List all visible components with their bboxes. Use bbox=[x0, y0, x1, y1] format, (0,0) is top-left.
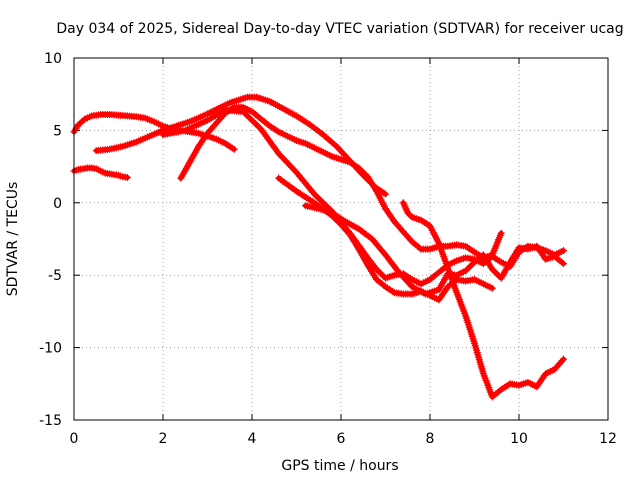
data-point bbox=[212, 119, 220, 127]
data-point bbox=[344, 229, 352, 237]
data-point bbox=[278, 153, 286, 161]
data-point bbox=[283, 158, 291, 166]
data-point bbox=[560, 355, 567, 363]
data-point bbox=[407, 212, 415, 220]
data-point bbox=[560, 260, 567, 268]
y-tick-label: 5 bbox=[53, 123, 62, 139]
series-trace bbox=[400, 200, 566, 400]
data-point bbox=[405, 235, 413, 243]
data-point bbox=[205, 128, 213, 136]
y-axis-ticks: -15 -10 -5 0 5 10 bbox=[39, 51, 608, 429]
data-point bbox=[215, 116, 223, 124]
data-point bbox=[340, 224, 348, 232]
data-point bbox=[280, 155, 288, 163]
data-point bbox=[382, 190, 389, 198]
y-axis-label: SDTVAR / TECUs bbox=[5, 182, 21, 297]
data-point bbox=[286, 162, 294, 170]
data-point bbox=[398, 226, 406, 234]
data-point bbox=[209, 123, 217, 131]
data-point bbox=[276, 151, 284, 159]
data-point bbox=[396, 224, 404, 232]
data-point bbox=[404, 233, 412, 241]
data-point bbox=[275, 150, 283, 158]
data-point bbox=[555, 360, 563, 368]
data-point bbox=[338, 222, 346, 230]
y-tick-label: -10 bbox=[39, 341, 62, 357]
x-axis-label: GPS time / hours bbox=[281, 458, 398, 474]
data-point bbox=[392, 219, 400, 227]
x-tick-label: 12 bbox=[599, 431, 617, 447]
data-point bbox=[230, 145, 238, 153]
data-point bbox=[393, 221, 401, 229]
series-arc-4 bbox=[177, 103, 505, 262]
data-point bbox=[558, 357, 566, 365]
data-point bbox=[560, 247, 567, 255]
data-point bbox=[551, 365, 559, 373]
data-point bbox=[341, 226, 349, 234]
y-tick-label: 0 bbox=[53, 196, 62, 212]
series-arc-8 bbox=[399, 199, 567, 401]
data-point bbox=[206, 126, 214, 134]
data-point bbox=[554, 362, 562, 370]
series-arc-7 bbox=[301, 202, 567, 298]
data-point bbox=[395, 223, 403, 231]
data-point bbox=[288, 163, 296, 171]
data-point bbox=[402, 231, 410, 239]
x-tick-label: 4 bbox=[248, 431, 257, 447]
data-series bbox=[70, 93, 567, 401]
y-tick-label: -5 bbox=[48, 268, 62, 284]
x-tick-label: 2 bbox=[159, 431, 168, 447]
data-point bbox=[390, 218, 398, 226]
data-point bbox=[291, 167, 299, 175]
data-point bbox=[281, 156, 289, 164]
data-point bbox=[497, 229, 505, 237]
data-point bbox=[488, 284, 496, 292]
data-point bbox=[204, 129, 211, 137]
data-point bbox=[399, 228, 407, 236]
data-point bbox=[208, 124, 216, 132]
x-tick-label: 8 bbox=[426, 431, 435, 447]
data-point bbox=[337, 221, 345, 229]
data-point bbox=[331, 141, 339, 149]
chart-title: Day 034 of 2025, Sidereal Day-to-day VTE… bbox=[56, 21, 623, 37]
data-point bbox=[79, 116, 87, 124]
x-tick-label: 6 bbox=[337, 431, 346, 447]
data-point bbox=[123, 173, 131, 181]
data-point bbox=[343, 227, 351, 235]
data-point bbox=[401, 229, 409, 237]
y-tick-label: -15 bbox=[39, 413, 62, 429]
x-tick-label: 10 bbox=[510, 431, 528, 447]
series-arc-2 bbox=[70, 164, 131, 181]
series-arc-3 bbox=[92, 93, 389, 198]
plot-frame bbox=[73, 57, 609, 421]
data-point bbox=[211, 121, 219, 129]
data-point bbox=[407, 236, 415, 244]
data-point bbox=[557, 359, 565, 367]
data-point bbox=[284, 160, 292, 168]
y-tick-label: 10 bbox=[44, 51, 62, 67]
data-point bbox=[214, 117, 222, 125]
data-point bbox=[552, 364, 560, 372]
grid-lines bbox=[74, 58, 608, 420]
x-tick-label: 0 bbox=[70, 431, 79, 447]
data-point bbox=[289, 165, 297, 173]
